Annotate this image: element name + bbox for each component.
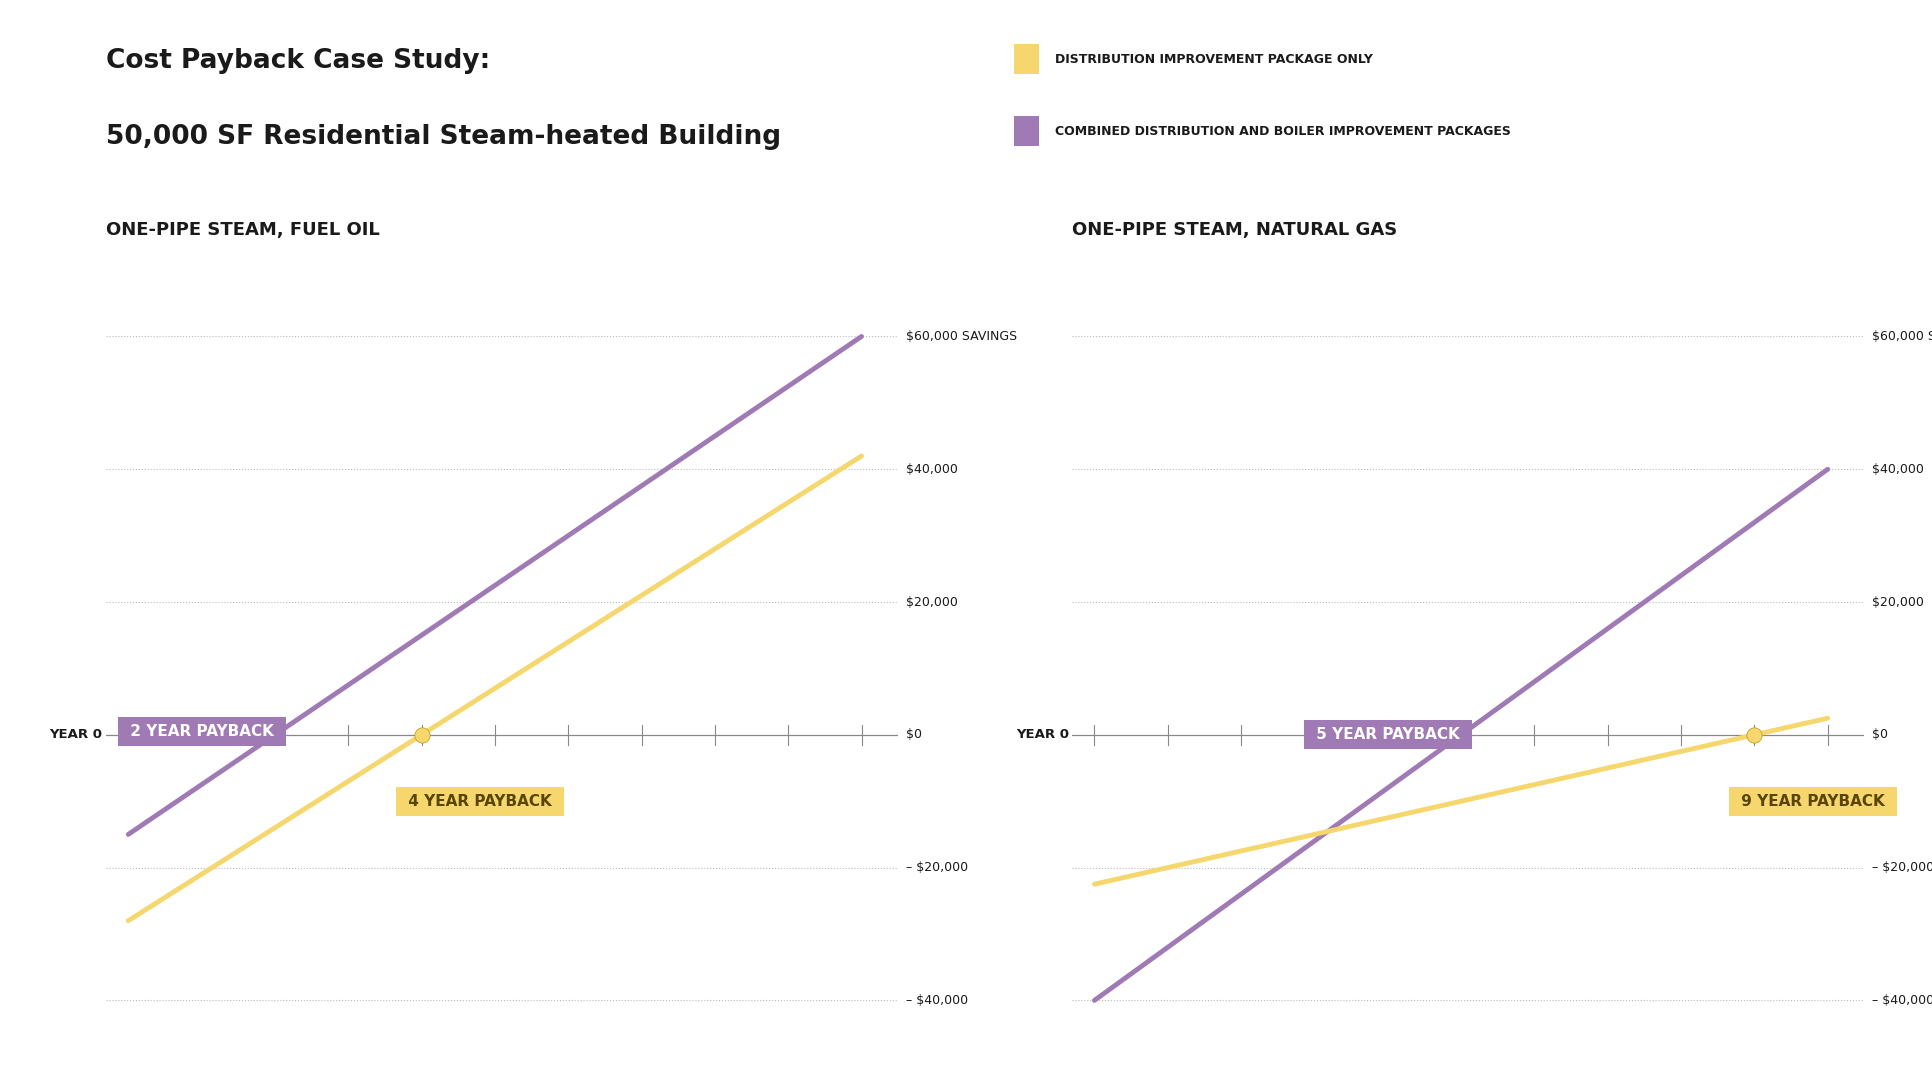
Text: ONE-PIPE STEAM, FUEL OIL: ONE-PIPE STEAM, FUEL OIL xyxy=(106,221,381,238)
Text: $40,000: $40,000 xyxy=(1872,463,1924,476)
Text: ONE-PIPE STEAM, NATURAL GAS: ONE-PIPE STEAM, NATURAL GAS xyxy=(1072,221,1397,238)
Text: 9 YEAR PAYBACK: 9 YEAR PAYBACK xyxy=(1737,794,1889,809)
Text: $60,000 SAVINGS: $60,000 SAVINGS xyxy=(906,330,1016,343)
Text: COMBINED DISTRIBUTION AND BOILER IMPROVEMENT PACKAGES: COMBINED DISTRIBUTION AND BOILER IMPROVE… xyxy=(1055,125,1511,137)
Text: – $40,000: – $40,000 xyxy=(906,993,968,1007)
Text: 50,000 SF Residential Steam-heated Building: 50,000 SF Residential Steam-heated Build… xyxy=(106,124,781,149)
Text: $40,000: $40,000 xyxy=(906,463,958,476)
Text: YEAR 0: YEAR 0 xyxy=(50,728,102,741)
Text: 5 YEAR PAYBACK: 5 YEAR PAYBACK xyxy=(1310,727,1464,742)
Text: – $20,000: – $20,000 xyxy=(906,861,968,874)
Text: $20,000: $20,000 xyxy=(1872,595,1924,609)
Text: $0: $0 xyxy=(906,728,922,741)
Text: Cost Payback Case Study:: Cost Payback Case Study: xyxy=(106,48,491,74)
Text: $20,000: $20,000 xyxy=(906,595,958,609)
Text: DISTRIBUTION IMPROVEMENT PACKAGE ONLY: DISTRIBUTION IMPROVEMENT PACKAGE ONLY xyxy=(1055,53,1374,66)
Text: – $20,000: – $20,000 xyxy=(1872,861,1932,874)
Text: $60,000 SAVINGS: $60,000 SAVINGS xyxy=(1872,330,1932,343)
Text: YEAR 0: YEAR 0 xyxy=(1016,728,1068,741)
Text: 4 YEAR PAYBACK: 4 YEAR PAYBACK xyxy=(404,794,556,809)
Text: 2 YEAR PAYBACK: 2 YEAR PAYBACK xyxy=(124,724,278,739)
Text: – $40,000: – $40,000 xyxy=(1872,993,1932,1007)
Text: $0: $0 xyxy=(1872,728,1888,741)
